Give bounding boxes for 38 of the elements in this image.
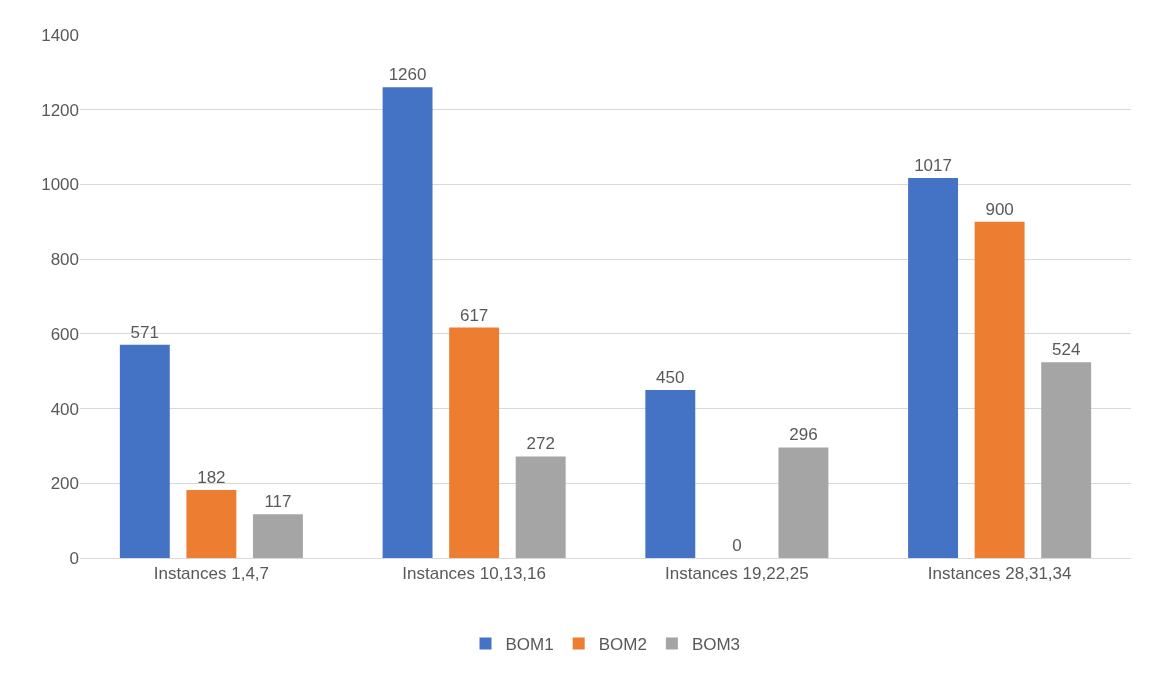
data-label: 450 [656,367,685,387]
bar [382,87,433,558]
bar [515,456,566,558]
y-tick-label: 400 [50,399,79,419]
data-label: 617 [459,305,489,325]
data-label: 1017 [914,156,952,176]
y-tick-label: 800 [50,250,79,270]
x-tick-label: Instances 10,13,16 [402,564,546,584]
bar [908,178,959,558]
bar [645,389,696,558]
x-tick-label: Instances 28,31,34 [927,564,1072,584]
data-label: 900 [985,199,1014,219]
bar [186,490,237,558]
bar [449,327,500,558]
legend-label: BOM3 [691,635,741,655]
x-tick-label: Instances 1,4,7 [153,564,270,584]
bar [252,514,303,558]
data-label: 272 [526,434,555,454]
y-tick-label: 1000 [41,175,79,195]
data-label: 1260 [388,65,427,85]
legend-label: BOM1 [505,635,554,655]
legend-label: BOM2 [598,635,647,655]
bar [1041,362,1092,558]
y-tick-label: 1400 [41,25,79,45]
data-label: 571 [130,322,159,342]
y-tick-label: 0 [69,548,79,568]
data-label: 296 [789,425,818,445]
data-label: 0 [732,536,742,555]
y-tick-label: 1200 [41,100,79,120]
x-tick-label: Instances 19,22,25 [665,564,809,584]
y-tick-label: 200 [50,474,79,494]
data-label: 182 [197,468,226,488]
bar [974,221,1025,558]
y-tick-label: 600 [50,324,79,344]
bar [119,344,170,558]
bar [778,447,829,558]
data-label: 524 [1052,340,1081,360]
data-label: 117 [264,492,292,512]
